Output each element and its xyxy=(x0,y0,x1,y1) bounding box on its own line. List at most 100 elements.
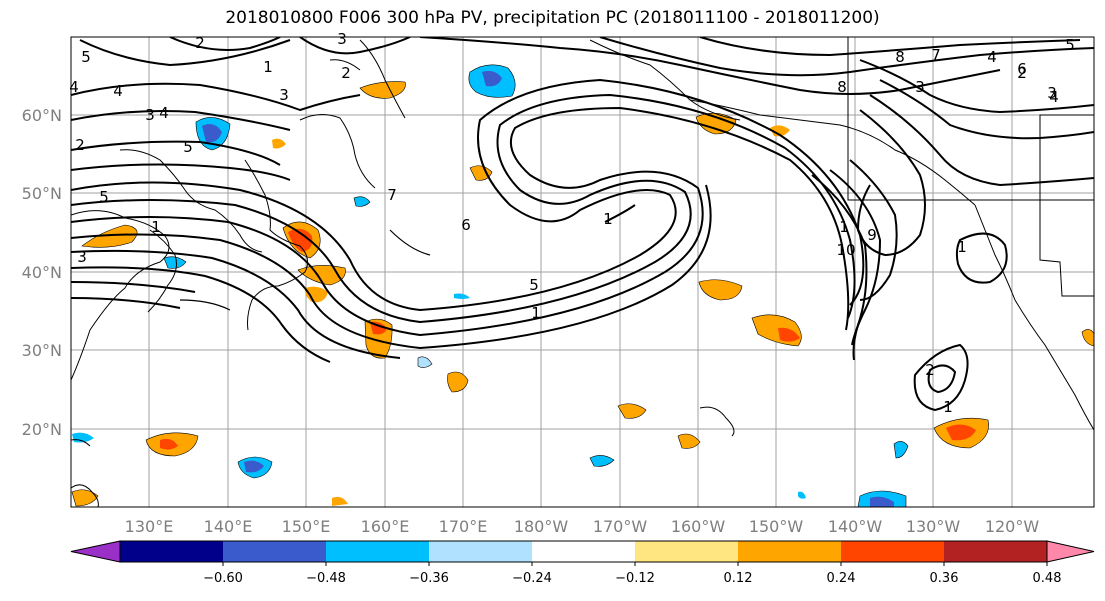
colorbar-segment xyxy=(120,541,223,562)
contour-label: 6 xyxy=(1017,60,1027,78)
figure-title: 2018010800 F006 300 hPa PV, precipitatio… xyxy=(225,8,880,28)
contour-label: 5 xyxy=(529,276,539,294)
colorbar-tick-label: −0.24 xyxy=(512,571,552,586)
colorbar-tick-label: 0.24 xyxy=(827,571,856,586)
longitude-label: 170°W xyxy=(593,517,648,536)
colorbar-segment xyxy=(326,541,429,562)
precip-blob xyxy=(454,293,470,299)
colorbar-tick-label: −0.12 xyxy=(615,571,655,586)
precip-blob xyxy=(770,125,790,137)
contour-label: 1 xyxy=(943,398,953,416)
precip-blob xyxy=(71,489,99,507)
colorbar-extend-max xyxy=(1046,540,1095,563)
contour-label: 2 xyxy=(195,34,205,52)
longitude-label: 130°W xyxy=(906,517,961,536)
contour-label: 1 xyxy=(531,304,541,322)
colorbar-segment xyxy=(635,541,738,562)
contour-label: 3 xyxy=(915,78,925,96)
precip-blob xyxy=(202,124,222,143)
contour-label: 2 xyxy=(925,361,935,379)
contour-label: 1 xyxy=(957,238,967,256)
contour-label: 3 xyxy=(279,86,289,104)
contour-label: 1 xyxy=(151,218,161,236)
longitude-label: 140°W xyxy=(828,517,883,536)
precip-blob xyxy=(163,256,187,269)
contour-label: 4 xyxy=(113,82,123,100)
colorbar-segment xyxy=(429,541,532,562)
contour-label: 2 xyxy=(75,136,85,154)
contour-label: 7 xyxy=(931,46,941,64)
precip-blob xyxy=(244,460,264,473)
precip-blob xyxy=(778,327,800,342)
longitude-label: 150°W xyxy=(749,517,804,536)
contour-label: 5 xyxy=(183,138,193,156)
contour-label: 4 xyxy=(159,104,169,122)
latitude-label: 40°N xyxy=(22,263,62,282)
contour-label: 4 xyxy=(1049,88,1059,106)
contour-label: 3 xyxy=(145,106,155,124)
contour-label: 1 xyxy=(839,218,849,236)
precip-blob xyxy=(332,496,348,506)
graticule xyxy=(71,37,1094,507)
contour-label: 1 xyxy=(263,58,273,76)
precip-blob xyxy=(272,138,286,149)
colorbar: −0.60 −0.48 −0.36 −0.24 −0.12 0.12 0.24 0.36 0.4… xyxy=(70,540,1095,586)
colorbar-segment xyxy=(223,541,326,562)
colorbar-tick-label: 0.36 xyxy=(930,571,959,586)
precipitation-shading xyxy=(71,64,1094,507)
colorbar-tick-label: −0.60 xyxy=(203,571,243,586)
contour-label: 3 xyxy=(1047,84,1057,102)
precip-blob xyxy=(946,424,976,441)
contour-label: 5 xyxy=(1065,36,1075,54)
latitude-label: 20°N xyxy=(22,420,62,439)
contour-label: 3 xyxy=(77,248,87,266)
contour-label: 5 xyxy=(99,188,109,206)
colorbar-tick-label: −0.48 xyxy=(306,571,346,586)
contour-label: 1 xyxy=(603,210,613,228)
precip-blob xyxy=(469,165,493,181)
precip-blob xyxy=(288,228,313,252)
colorbar-extend-min xyxy=(70,540,121,563)
precip-blob xyxy=(893,441,909,459)
precip-blob xyxy=(297,265,346,286)
pv-thin-contours xyxy=(179,229,431,311)
longitude-label: 170°E xyxy=(439,517,488,536)
latitude-label: 60°N xyxy=(22,106,62,125)
map-border xyxy=(70,36,1095,508)
latitude-labels: 60°N 50°N 40°N 30°N 20°N xyxy=(22,106,62,439)
longitude-label: 180°W xyxy=(514,517,569,536)
contour-label: 5 xyxy=(81,48,91,66)
colorbar-segment xyxy=(738,541,841,562)
precip-blob xyxy=(695,112,737,135)
latitude-label: 30°N xyxy=(22,341,62,360)
precip-blob xyxy=(617,403,647,419)
contour-label: 2 xyxy=(1017,64,1027,82)
contour-label: 9 xyxy=(867,226,877,244)
longitude-label: 120°W xyxy=(985,517,1040,536)
precip-blob xyxy=(447,371,469,393)
precip-blob xyxy=(1081,329,1094,347)
precip-blob xyxy=(798,491,806,499)
contour-label: 8 xyxy=(837,78,847,96)
precip-blob xyxy=(698,279,743,301)
precip-blob xyxy=(353,196,371,207)
longitude-label: 130°E xyxy=(125,517,174,536)
precip-blob xyxy=(870,496,894,507)
colorbar-tick-label: 0.48 xyxy=(1033,571,1062,586)
contour-label: 10 xyxy=(836,241,855,259)
contour-label: 8 xyxy=(895,48,905,66)
colorbar-frame xyxy=(119,540,1048,563)
latitude-label: 50°N xyxy=(22,184,62,203)
precip-blob xyxy=(81,224,138,248)
contour-label: 3 xyxy=(337,30,347,48)
pv-contours xyxy=(71,37,1094,412)
longitude-label: 140°E xyxy=(204,517,253,536)
precip-blob xyxy=(677,433,701,449)
colorbar-segment xyxy=(841,541,944,562)
colorbar-segment xyxy=(944,541,1047,562)
colorbar-segment xyxy=(532,541,635,562)
longitude-label: 160°E xyxy=(361,517,410,536)
longitude-label: 160°W xyxy=(671,517,726,536)
